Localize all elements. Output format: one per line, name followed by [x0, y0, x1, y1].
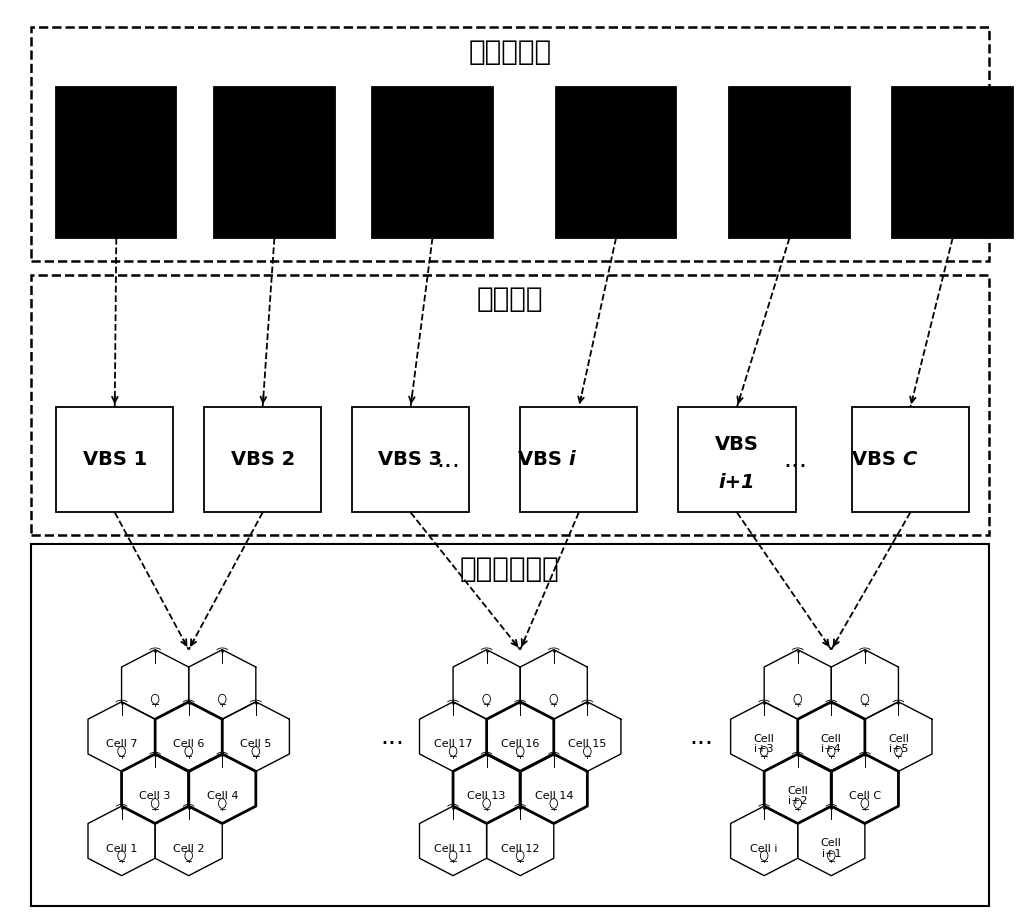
- Text: ...: ...: [783, 447, 807, 472]
- Bar: [214, 87, 334, 238]
- Bar: [372, 87, 492, 238]
- Text: Cell 1: Cell 1: [106, 844, 138, 854]
- Text: VBS: VBS: [714, 435, 758, 454]
- Text: Cell 12: Cell 12: [500, 844, 539, 854]
- Text: Cell 4: Cell 4: [206, 791, 237, 802]
- Text: Cell
i+4: Cell i+4: [820, 734, 841, 754]
- Bar: [56, 87, 176, 238]
- Text: i: i: [569, 450, 575, 469]
- Bar: [31, 27, 988, 261]
- Bar: [56, 407, 173, 512]
- Text: ...: ...: [802, 148, 828, 177]
- Text: Cell 13: Cell 13: [467, 791, 505, 802]
- Text: VBS: VBS: [851, 450, 902, 469]
- Text: ...: ...: [380, 725, 405, 748]
- Bar: [204, 407, 321, 512]
- Text: i+1: i+1: [718, 473, 754, 492]
- Text: 远端天线阵列: 远端天线阵列: [460, 555, 559, 584]
- Text: VBS 2: VBS 2: [230, 450, 294, 469]
- Text: Cell
i+3: Cell i+3: [753, 734, 773, 754]
- Bar: [729, 87, 849, 238]
- Text: Cell 16: Cell 16: [500, 739, 539, 749]
- Text: Cell
i+1: Cell i+1: [820, 838, 841, 859]
- Text: 基带资源池: 基带资源池: [468, 38, 551, 67]
- Text: Cell 6: Cell 6: [173, 739, 204, 749]
- Text: Cell 15: Cell 15: [568, 739, 606, 749]
- Text: VBS 1: VBS 1: [83, 450, 147, 469]
- Bar: [892, 87, 1012, 238]
- Text: VBS 3: VBS 3: [378, 450, 442, 469]
- Text: Cell 11: Cell 11: [433, 844, 472, 854]
- Text: ...: ...: [455, 148, 482, 177]
- Text: C: C: [902, 450, 915, 469]
- Text: Cell 17: Cell 17: [433, 739, 472, 749]
- Text: Cell i: Cell i: [750, 844, 777, 854]
- Text: VBS: VBS: [518, 450, 569, 469]
- Text: 虚拟基站: 虚拟基站: [476, 285, 543, 314]
- Bar: [31, 544, 988, 906]
- Bar: [520, 407, 637, 512]
- Bar: [31, 274, 988, 535]
- Text: Cell 7: Cell 7: [106, 739, 138, 749]
- Bar: [678, 407, 795, 512]
- Text: ...: ...: [689, 725, 713, 748]
- Text: Cell C: Cell C: [848, 791, 880, 802]
- Text: Cell
i+2: Cell i+2: [787, 786, 807, 806]
- Text: Cell 3: Cell 3: [140, 791, 170, 802]
- Text: Cell 5: Cell 5: [239, 739, 271, 749]
- Text: Cell
i+5: Cell i+5: [888, 734, 908, 754]
- Text: Cell 2: Cell 2: [173, 844, 204, 854]
- Bar: [352, 407, 469, 512]
- Bar: [851, 407, 968, 512]
- Bar: [555, 87, 676, 238]
- Text: ...: ...: [436, 447, 461, 472]
- Text: Cell 14: Cell 14: [534, 791, 573, 802]
